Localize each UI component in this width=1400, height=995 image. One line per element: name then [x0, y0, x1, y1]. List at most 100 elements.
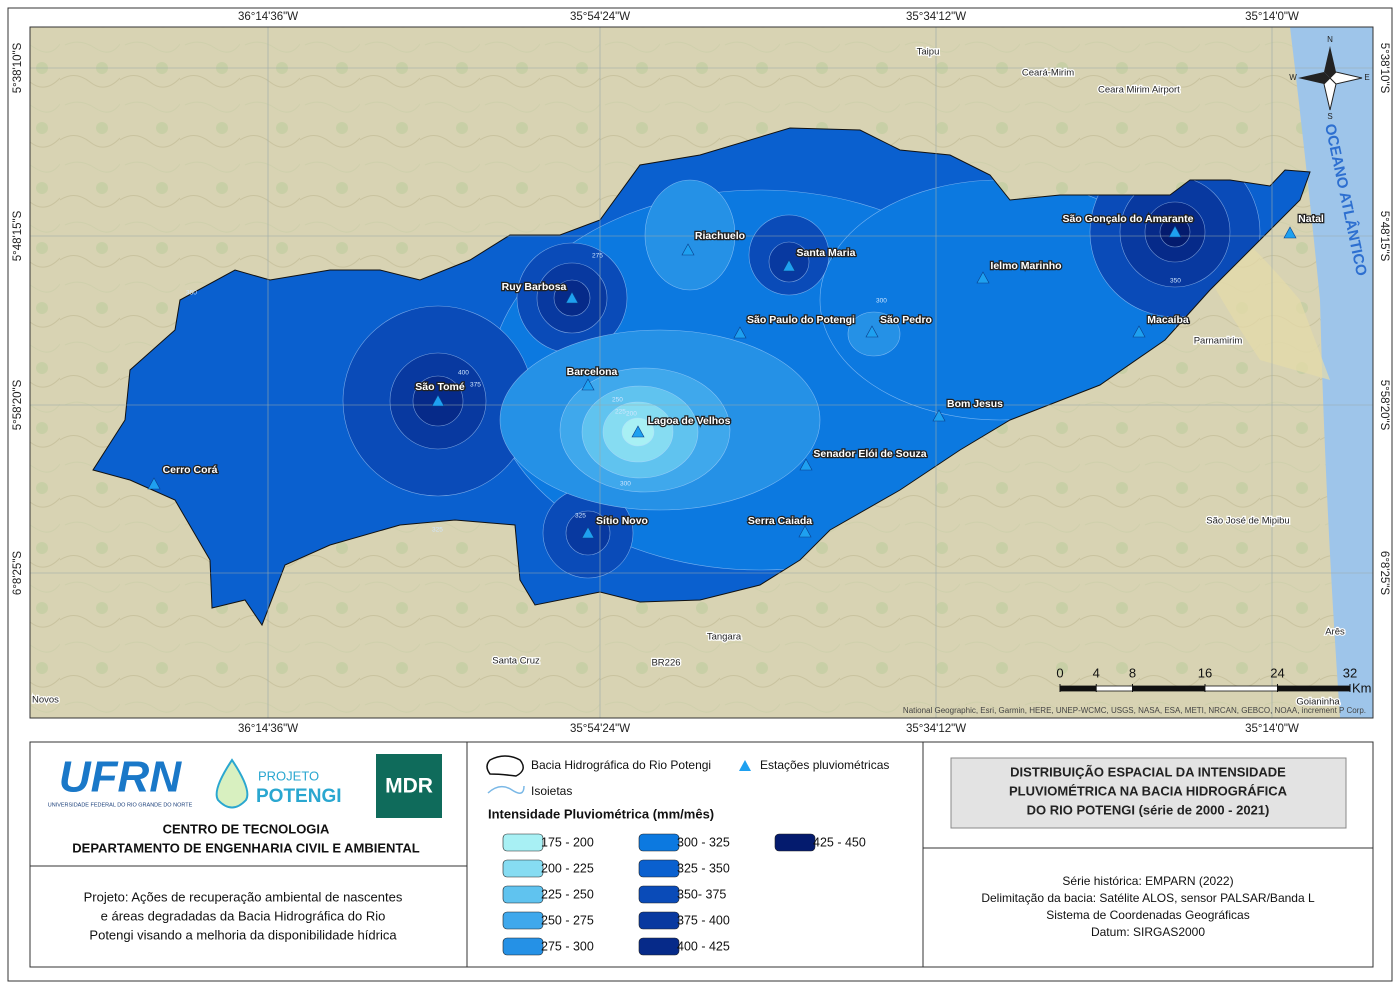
legend-class-label: 225 - 250: [541, 887, 594, 901]
station-label: Ruy Barbosa: [502, 281, 567, 293]
title-line: DISTRIBUIÇÃO ESPACIAL DA INTENSIDADE: [1010, 764, 1286, 779]
title-line: DO RIO POTENGI (série de 2000 - 2021): [1027, 802, 1270, 817]
latitude-label: 5°48'15"S: [12, 210, 24, 261]
north-arrow: [1298, 46, 1363, 111]
place-label: Arês: [1325, 627, 1345, 638]
map-frame: [29, 26, 1374, 719]
latitude-label: 5°38'10"S: [12, 42, 24, 93]
station-marker: [976, 271, 990, 284]
place-label: Santa Cruz: [492, 656, 540, 667]
station-label: Ielmo Marinho: [990, 260, 1061, 272]
scale-segment: [1132, 685, 1206, 692]
scale-label: 24: [1270, 665, 1284, 680]
station-marker: [581, 526, 595, 539]
isoline-label: 300: [620, 481, 631, 488]
station-marker: [431, 394, 445, 407]
station-marker: [1168, 225, 1182, 238]
longitude-label: 35°34'12"W: [906, 11, 966, 23]
panel-frames: [29, 741, 1374, 968]
longitude-label: 35°54'24"W: [570, 723, 630, 735]
legend-class-label: 175 - 200: [541, 835, 594, 849]
station-marker: [932, 409, 946, 422]
legend-swatch: [502, 859, 544, 878]
place-label: São José de Mipibu: [1206, 516, 1289, 527]
legend-class-label: 250 - 275: [541, 913, 594, 927]
legend-swatch: [502, 885, 544, 904]
legend-swatch: [502, 911, 544, 930]
station-label: Riachuelo: [695, 230, 745, 242]
logo-drop: [215, 758, 249, 809]
station-label: Natal: [1298, 213, 1324, 225]
logo-potengi: POTENGI: [256, 786, 342, 807]
legend-class-label: 200 - 225: [541, 861, 594, 875]
isoline-label: 350: [186, 290, 197, 297]
station-label: Bom Jesus: [947, 398, 1003, 410]
legend-class-label: 400 - 425: [677, 939, 730, 953]
scale-label: 32: [1343, 665, 1357, 680]
legend-basin-label: Bacia Hidrográfica do Rio Potengi: [531, 758, 711, 772]
scale-label: 8: [1129, 665, 1136, 680]
info-line: Sistema de Coordenadas Geográficas: [1046, 908, 1249, 922]
compass-letter: W: [1289, 73, 1297, 82]
longitude-label: 35°14'0"W: [1245, 11, 1299, 23]
isoline-label: 300: [876, 298, 887, 305]
isoline-label: 400: [458, 370, 469, 377]
station-marker: [565, 291, 579, 304]
project-line: e áreas degradadas da Bacia Hidrográfica…: [101, 908, 386, 923]
logo-mdr-box: [376, 754, 442, 818]
info-line: Datum: SIRGAS2000: [1091, 925, 1205, 939]
station-label: Lagoa de Velhos: [648, 415, 731, 427]
station-marker: [1283, 226, 1297, 239]
legend-class-label: 375 - 400: [677, 913, 730, 927]
station-label: Cerro Corá: [163, 464, 218, 476]
station-marker: [733, 326, 747, 339]
place-label: Taipu: [917, 47, 940, 58]
compass-letter: N: [1327, 35, 1333, 44]
legend-swatch: [502, 833, 544, 852]
ocean: [1290, 27, 1373, 718]
legend-class-label: 300 - 325: [677, 835, 730, 849]
scale-segment: [1095, 685, 1133, 692]
legend-station-symbol: [739, 760, 751, 771]
legend-class-label: 325 - 350: [677, 861, 730, 875]
legend-isoline-symbol: [487, 785, 525, 794]
latitude-label: 5°58'20"S: [12, 379, 24, 430]
attribution: National Geographic, Esri, Garmin, HERE,…: [903, 706, 1366, 715]
title-box: [950, 757, 1347, 829]
institution-line: DEPARTAMENTO DE ENGENHARIA CIVIL E AMBIE…: [72, 840, 419, 855]
intensity-zone: [644, 179, 736, 291]
place-label: Ceara Mirim Airport: [1098, 85, 1180, 96]
station-label: Macaíba: [1147, 314, 1189, 326]
place-label: Goianinha: [1296, 697, 1340, 708]
scale-label: 0: [1056, 665, 1063, 680]
isoline-label: 325: [575, 513, 586, 520]
longitude-label: 36°14'36"W: [238, 11, 298, 23]
isoline-label: 350: [1170, 278, 1181, 285]
isoline-label: 225: [615, 409, 626, 416]
scale-unit: Km: [1352, 680, 1372, 695]
logo-projeto: PROJETO: [258, 768, 319, 783]
latitude-label: 5°38'10"S: [1378, 43, 1390, 94]
legend-class-label: 425 - 450: [813, 835, 866, 849]
scale-segment: [1059, 685, 1097, 692]
station-marker: [798, 525, 812, 538]
legend-swatch: [638, 937, 680, 956]
place-label: Novos: [32, 695, 59, 706]
isoline-label: 200: [626, 411, 637, 418]
longitude-label: 35°54'24"W: [570, 11, 630, 23]
station-marker: [147, 477, 161, 490]
scale-segment: [1277, 685, 1351, 692]
station-marker: [782, 259, 796, 272]
legend-class-label: 350- 375: [677, 887, 726, 901]
scale-label: 16: [1198, 665, 1212, 680]
longitude-label: 36°14'36"W: [238, 723, 298, 735]
legend-basin-symbol: [486, 755, 524, 777]
station-label: São Pedro: [880, 314, 932, 326]
isoline-label: 325: [432, 527, 443, 534]
basin-outline: [92, 127, 1311, 627]
